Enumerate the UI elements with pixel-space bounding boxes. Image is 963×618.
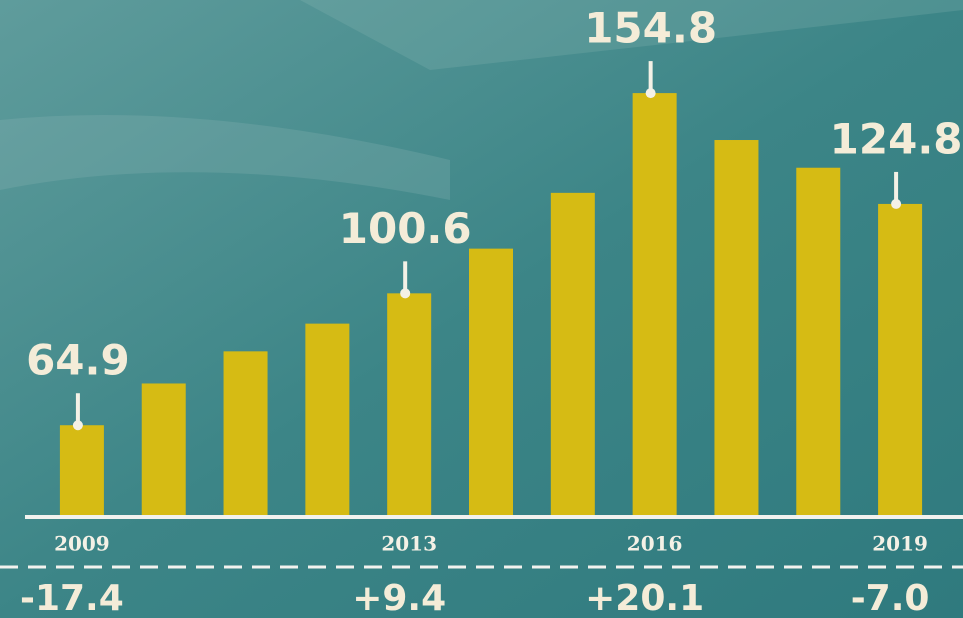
- value-label: 124.8: [830, 114, 963, 163]
- value-label: 100.6: [339, 204, 472, 253]
- x-tick-label: 2013: [381, 532, 437, 556]
- bar: [223, 351, 268, 515]
- label-dot: [645, 88, 656, 99]
- label-dot: [891, 198, 902, 209]
- bar: [878, 203, 923, 515]
- value-label: 154.8: [584, 4, 717, 53]
- growth-label: -7.0: [851, 578, 930, 618]
- growth-label: +9.4: [352, 578, 446, 618]
- x-tick-label: 2019: [872, 532, 928, 556]
- growth-label: +20.1: [585, 578, 704, 618]
- bar: [141, 383, 186, 515]
- bar: [59, 425, 104, 515]
- growth-label: -17.4: [20, 578, 124, 618]
- backdrop-shape: [300, 0, 963, 70]
- bar: [796, 167, 841, 516]
- bar: [632, 93, 677, 515]
- bar: [305, 323, 350, 515]
- x-tick-label: 2009: [54, 532, 110, 556]
- bar: [469, 248, 513, 515]
- label-dot: [400, 288, 411, 299]
- backdrop-shape: [0, 115, 450, 200]
- label-dot: [72, 420, 83, 431]
- bar: [550, 192, 595, 516]
- bar: [387, 293, 432, 515]
- x-tick-label: 2016: [627, 532, 683, 556]
- value-label: 64.9: [26, 336, 130, 385]
- bar: [714, 140, 759, 515]
